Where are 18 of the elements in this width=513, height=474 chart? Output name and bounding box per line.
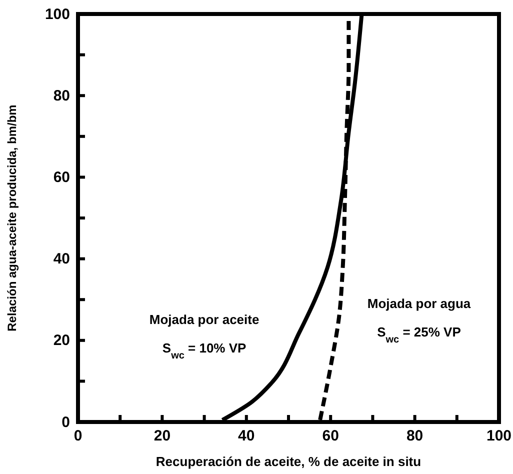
x-axis-title: Recuperación de aceite, % de aceite in situ bbox=[156, 454, 422, 469]
annotation: Mojada por agua bbox=[367, 296, 472, 311]
y-tick-label: 60 bbox=[53, 169, 70, 186]
x-tick-label: 0 bbox=[74, 428, 82, 445]
y-tick-label: 0 bbox=[62, 414, 70, 431]
y-tick-label: 80 bbox=[53, 87, 70, 104]
x-tick-label: 40 bbox=[238, 428, 255, 445]
annotation: S$_{wc}$ = 10% VP bbox=[162, 340, 247, 362]
y-tick-label: 100 bbox=[44, 6, 70, 23]
y-tick-label: 40 bbox=[53, 250, 70, 268]
annotation: Mojada por aceite bbox=[149, 312, 260, 328]
y-axis-title: Relación agua-aceite producida, bm/bm bbox=[5, 104, 19, 332]
x-tick-label: 100 bbox=[486, 428, 512, 445]
y-tick-label: 20 bbox=[53, 332, 70, 350]
annotation: S$_{wc}$ = 25% VP bbox=[377, 324, 462, 345]
x-tick-label: 60 bbox=[322, 428, 339, 445]
x-tick-label: 80 bbox=[406, 428, 424, 445]
x-tick-label: 20 bbox=[154, 428, 171, 445]
